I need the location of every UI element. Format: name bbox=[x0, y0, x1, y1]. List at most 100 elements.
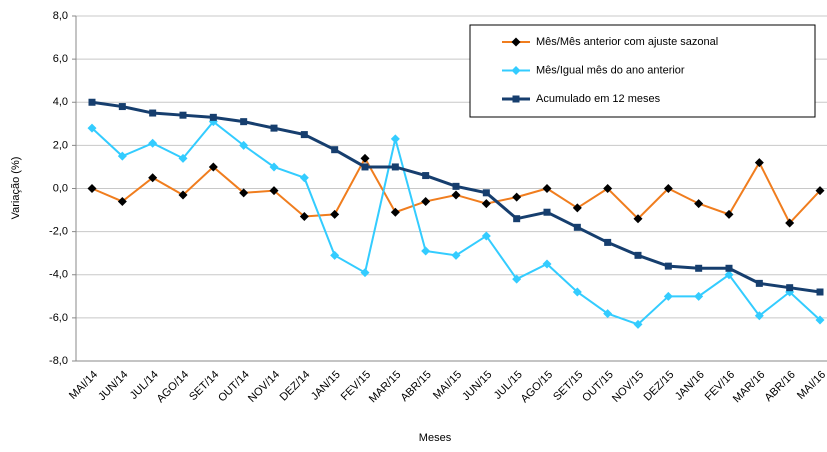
data-point bbox=[149, 109, 157, 117]
y-tick-label: 2,0 bbox=[53, 139, 68, 151]
data-point bbox=[118, 103, 126, 111]
x-tick-label: DEZ/14 bbox=[278, 369, 313, 404]
data-point bbox=[663, 184, 673, 193]
y-tick-label: 8,0 bbox=[53, 10, 68, 22]
data-point bbox=[208, 162, 218, 172]
data-point bbox=[815, 315, 825, 325]
y-tick-label: -8,0 bbox=[49, 355, 68, 367]
data-point bbox=[481, 231, 491, 241]
data-point bbox=[633, 214, 643, 224]
x-tick-label: MAR/16 bbox=[731, 369, 768, 406]
data-point bbox=[695, 264, 703, 272]
legend-label: Acumulado em 12 meses bbox=[536, 93, 661, 105]
legend-label: Mês/Mês anterior com ajuste sazonal bbox=[536, 36, 718, 48]
data-point bbox=[330, 209, 340, 219]
data-point bbox=[572, 203, 582, 213]
legend-marker bbox=[512, 95, 520, 103]
legend: Mês/Mês anterior com ajuste sazonal Mês/I… bbox=[469, 24, 816, 118]
data-point bbox=[633, 319, 643, 329]
data-point bbox=[452, 182, 460, 190]
data-point bbox=[754, 158, 764, 168]
data-point bbox=[360, 153, 370, 163]
data-point bbox=[299, 173, 309, 183]
x-tick-label: MAR/15 bbox=[367, 369, 404, 406]
data-point bbox=[179, 111, 187, 119]
data-point bbox=[482, 189, 490, 197]
data-point bbox=[270, 124, 278, 132]
data-point bbox=[694, 291, 704, 301]
data-point bbox=[816, 288, 824, 296]
data-point bbox=[300, 131, 308, 139]
x-tick-label: OUT/14 bbox=[216, 369, 252, 405]
data-point bbox=[451, 190, 461, 200]
x-tick-label: JAN/15 bbox=[309, 369, 343, 403]
data-point bbox=[603, 184, 613, 193]
x-tick-label: NOV/14 bbox=[246, 369, 282, 405]
data-point bbox=[269, 186, 279, 196]
data-point bbox=[663, 291, 673, 301]
x-axis-label: Meses bbox=[419, 432, 452, 444]
data-point bbox=[543, 208, 551, 216]
x-tick-label: MAI/16 bbox=[795, 369, 827, 402]
data-point bbox=[724, 209, 734, 219]
data-point bbox=[664, 262, 672, 270]
x-tick-label: SET/15 bbox=[551, 369, 585, 403]
x-tick-label: AGO/15 bbox=[519, 369, 556, 406]
data-point bbox=[785, 218, 795, 228]
data-point bbox=[572, 287, 582, 297]
x-tick-label: JUN/15 bbox=[460, 369, 494, 403]
data-point bbox=[481, 199, 491, 209]
data-point bbox=[299, 212, 309, 222]
data-point bbox=[87, 184, 97, 193]
data-point bbox=[391, 163, 399, 171]
data-point bbox=[542, 259, 552, 269]
series-line bbox=[91, 120, 821, 326]
data-point bbox=[148, 138, 158, 148]
data-point bbox=[330, 250, 340, 260]
data-point bbox=[603, 309, 613, 319]
x-tick-label: SET/14 bbox=[187, 369, 221, 403]
data-point bbox=[88, 98, 96, 106]
x-tick-label: AGO/14 bbox=[155, 369, 192, 406]
data-point bbox=[240, 118, 248, 126]
data-point bbox=[361, 163, 369, 171]
data-point bbox=[815, 186, 825, 196]
y-tick-label: -6,0 bbox=[49, 312, 68, 324]
data-point bbox=[755, 279, 763, 287]
data-point bbox=[390, 207, 400, 217]
data-point bbox=[451, 250, 461, 260]
data-point bbox=[269, 162, 279, 172]
y-tick-label: 4,0 bbox=[53, 96, 68, 108]
data-point bbox=[178, 153, 188, 163]
legend-label: Mês/Igual mês do ano anterior bbox=[536, 64, 685, 76]
data-point bbox=[209, 113, 217, 121]
data-point bbox=[573, 223, 581, 231]
data-point bbox=[421, 196, 431, 206]
y-tick-label: -4,0 bbox=[49, 269, 68, 281]
data-point bbox=[331, 146, 339, 154]
data-point bbox=[724, 270, 734, 280]
x-tick-label: DEZ/15 bbox=[642, 369, 677, 404]
legend-marker bbox=[511, 37, 521, 47]
data-point bbox=[542, 184, 552, 193]
data-point bbox=[178, 190, 188, 200]
x-tick-label: OUT/15 bbox=[580, 369, 616, 405]
data-point bbox=[87, 123, 97, 133]
data-point bbox=[725, 264, 733, 272]
x-tick-label: ABR/16 bbox=[763, 369, 798, 404]
x-tick-label: JUN/14 bbox=[96, 369, 130, 403]
legend-marker bbox=[511, 66, 521, 75]
data-point bbox=[239, 140, 249, 150]
x-tick-label: NOV/15 bbox=[610, 369, 646, 405]
data-point bbox=[786, 284, 794, 292]
x-tick-label: MAI/14 bbox=[67, 369, 100, 402]
data-point bbox=[422, 172, 430, 180]
data-point bbox=[754, 311, 764, 321]
data-point bbox=[513, 215, 521, 223]
data-point bbox=[512, 192, 522, 202]
y-tick-label: 6,0 bbox=[53, 53, 68, 65]
y-tick-label: -2,0 bbox=[49, 226, 68, 238]
data-point bbox=[421, 246, 431, 256]
y-tick-label: 0,0 bbox=[53, 182, 68, 194]
